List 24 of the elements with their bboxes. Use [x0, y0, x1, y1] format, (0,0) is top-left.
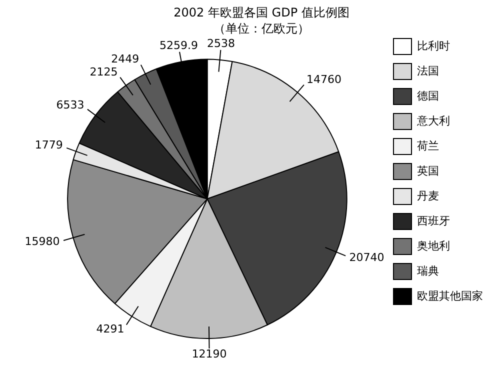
legend-label: 英国 [417, 164, 439, 178]
chart-subtitle: （单位：亿欧元） [214, 22, 310, 36]
legend-label: 比利时 [417, 39, 450, 52]
legend-label: 瑞典 [417, 264, 439, 278]
data-label: 15980 [24, 235, 60, 248]
legend-label: 德国 [417, 89, 439, 102]
legend-label: 西班牙 [417, 214, 450, 228]
data-label: 6533 [56, 98, 84, 112]
data-label: 2449 [111, 52, 140, 66]
legend-label: 荷兰 [417, 139, 439, 152]
chart-title: 2002 年欧盟各国 GDP 值比例图 [174, 5, 350, 20]
data-label: 1779 [34, 138, 63, 152]
data-label: 14760 [306, 73, 342, 86]
data-label: 5259.9 [160, 38, 198, 52]
data-label: 2538 [207, 36, 236, 50]
legend-label: 欧盟其他国家 [417, 289, 483, 302]
legend-label: 意大利 [416, 114, 450, 128]
data-label: 4291 [96, 322, 124, 336]
data-label: 2125 [90, 65, 118, 78]
data-label: 20740 [349, 250, 384, 264]
data-label: 12190 [192, 347, 227, 360]
legend-label: 奥地利 [417, 239, 450, 252]
legend-label: 丹麦 [417, 189, 439, 202]
legend-label: 法国 [417, 64, 439, 78]
